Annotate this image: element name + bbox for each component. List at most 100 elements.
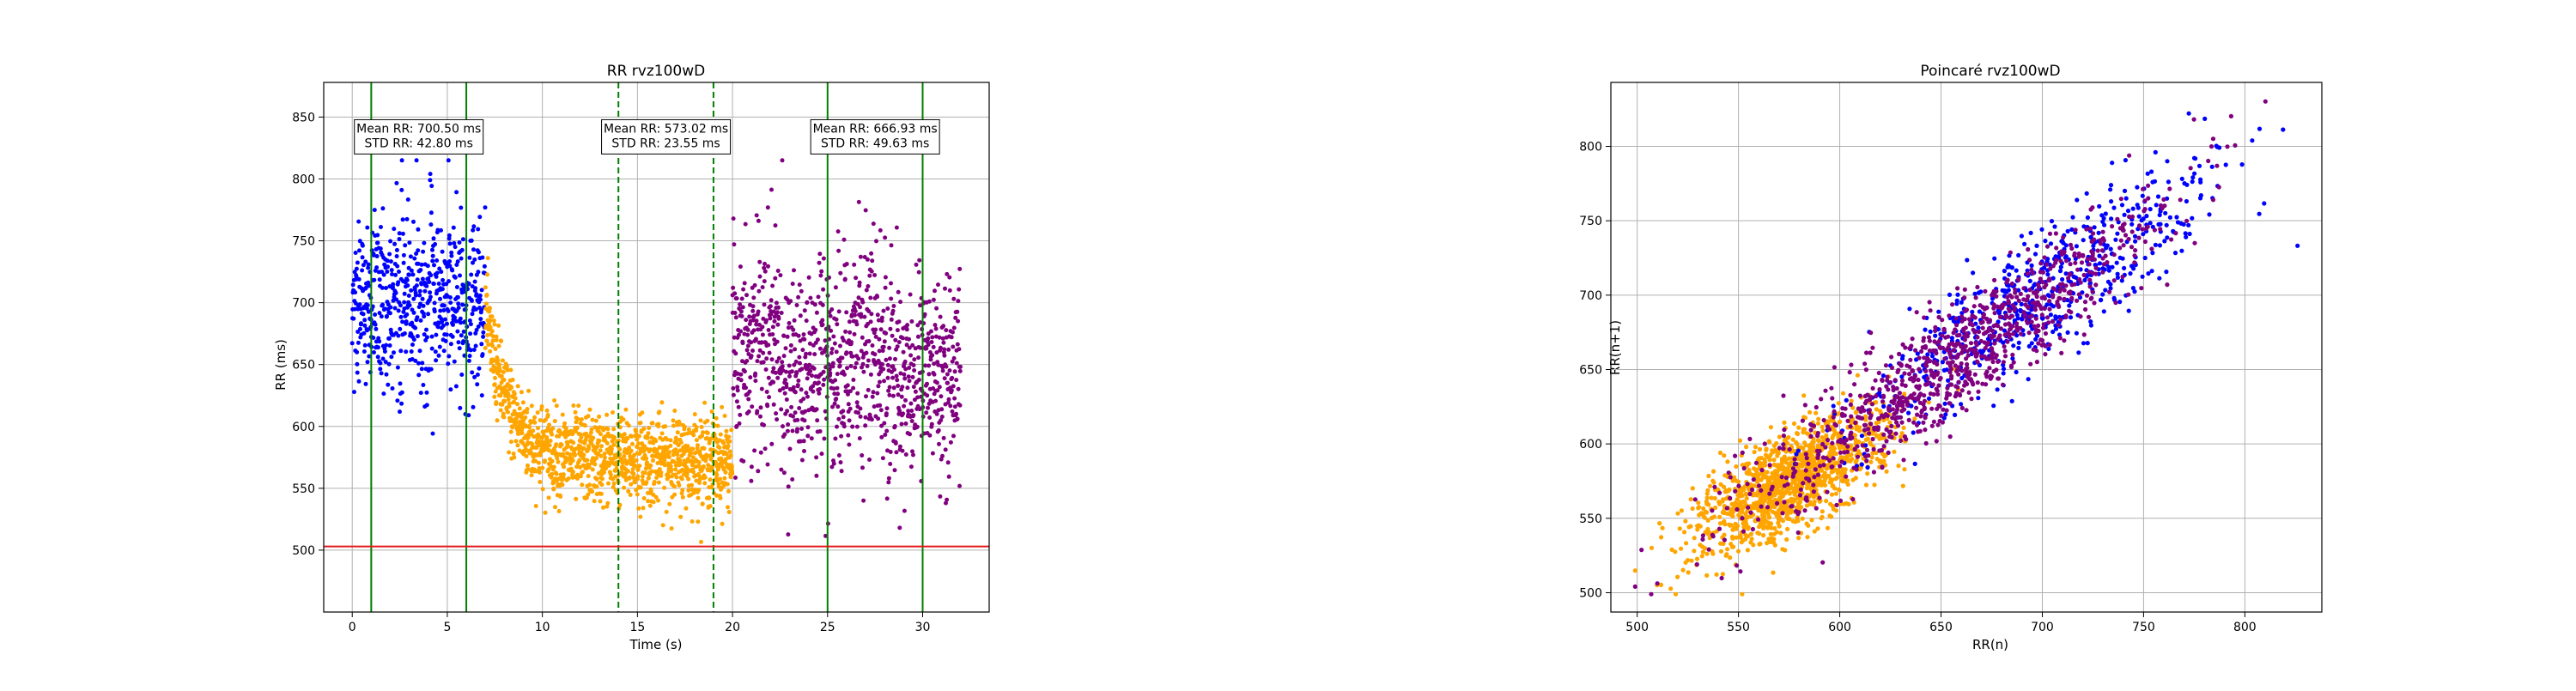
poincare-data-point (1832, 486, 1837, 490)
rr-data-point (404, 349, 408, 354)
rr-data-point (580, 470, 585, 474)
poincare-data-point (1925, 352, 1929, 356)
poincare-data-point (1814, 506, 1819, 511)
poincare-data-point (2097, 204, 2101, 209)
poincare-data-point (2058, 269, 2063, 273)
rr-data-point (398, 303, 403, 307)
rr-data-point (353, 290, 357, 294)
rr-data-point (484, 301, 489, 306)
rr-data-point (764, 318, 769, 323)
rr-data-point (952, 356, 957, 361)
rr-data-point (911, 453, 915, 458)
rr-data-point (887, 346, 891, 350)
rr-data-point (884, 429, 889, 433)
rr-data-point (478, 317, 483, 321)
poincare-data-point (1908, 358, 1912, 362)
rr-data-point (907, 374, 911, 379)
poincare-data-point (1769, 425, 1773, 429)
poincare-data-point (1802, 440, 1807, 445)
poincare-data-point (1718, 451, 1722, 455)
rr-data-point (521, 400, 526, 404)
rr-data-point (492, 395, 496, 399)
rr-data-point (460, 248, 465, 252)
rr-data-point (562, 421, 567, 426)
poincare-data-point (2014, 269, 2019, 273)
poincare-data-point (2100, 248, 2105, 252)
rr-data-point (791, 429, 795, 433)
rr-data-point (791, 415, 795, 419)
poincare-data-point (1831, 434, 1835, 439)
rr-data-point (564, 426, 568, 430)
rr-data-point (951, 345, 955, 349)
poincare-data-point (1767, 458, 1771, 462)
poincare-data-point (1837, 401, 1841, 405)
rr-data-point (879, 408, 884, 412)
poincare-data-point (1757, 456, 1761, 460)
rr-data-point (796, 295, 800, 300)
rr-data-point (817, 391, 821, 396)
rr-y-tick-label: 600 (292, 421, 315, 434)
rr-data-point (562, 464, 566, 469)
poincare-data-point (1675, 512, 1680, 516)
poincare-data-point (1901, 426, 1905, 430)
rr-data-point (939, 394, 943, 398)
poincare-data-point (2058, 336, 2063, 340)
rr-data-point (553, 419, 557, 423)
poincare-data-point (2137, 215, 2142, 219)
rr-data-point (951, 330, 955, 335)
poincare-data-point (1971, 270, 1975, 275)
rr-data-point (378, 367, 382, 371)
rr-data-point (916, 335, 920, 339)
poincare-data-point (1789, 497, 1793, 501)
poincare-data-point (2036, 324, 2040, 328)
rr-data-point (433, 301, 437, 306)
poincare-data-point (1809, 518, 1814, 522)
poincare-data-point (1712, 514, 1716, 518)
rr-data-point (950, 388, 954, 392)
poincare-data-point (1684, 561, 1688, 565)
rr-data-point (622, 486, 626, 490)
poincare-data-point (1824, 499, 1828, 503)
rr-data-point (669, 468, 673, 472)
rr-data-point (497, 344, 501, 349)
rr-data-point (516, 443, 520, 447)
rr-data-point (431, 254, 435, 258)
poincare-data-point (1725, 512, 1729, 516)
rr-data-point (372, 350, 376, 355)
rr-data-point (501, 415, 506, 420)
rr-data-point (775, 340, 780, 344)
poincare-data-point (1740, 592, 1744, 597)
poincare-data-point (2179, 221, 2184, 226)
rr-data-point (501, 359, 505, 363)
rr-data-point (730, 464, 734, 469)
rr-data-point (643, 470, 647, 475)
rr-data-point (774, 371, 778, 375)
poincare-data-point (1933, 334, 1937, 338)
rr-data-point (358, 302, 362, 306)
poincare-data-point (2060, 277, 2064, 282)
rr-data-point (499, 408, 503, 412)
rr-data-point (759, 405, 763, 409)
rr-data-point (958, 403, 963, 408)
poincare-data-point (1721, 497, 1725, 501)
rr-data-point (399, 402, 404, 406)
rr-data-point (732, 216, 736, 221)
poincare-data-point (1734, 464, 1738, 469)
rr-data-point (892, 385, 896, 390)
poincare-data-point (1774, 512, 1778, 516)
rr-data-point (858, 436, 862, 440)
rr-data-point (612, 435, 617, 439)
rr-data-point (799, 367, 804, 371)
rr-data-point (665, 438, 669, 442)
poincare-data-point (1772, 458, 1777, 462)
rr-data-point (770, 284, 775, 288)
rr-data-point (838, 271, 842, 276)
rr-data-point (568, 452, 573, 457)
rr-data-point (843, 277, 848, 282)
rr-data-point (755, 213, 759, 217)
rr-data-point (555, 472, 559, 476)
rr-data-point (486, 256, 490, 260)
rr-data-point (647, 476, 651, 481)
rr-data-point (355, 267, 359, 271)
rr-data-point (576, 417, 580, 421)
